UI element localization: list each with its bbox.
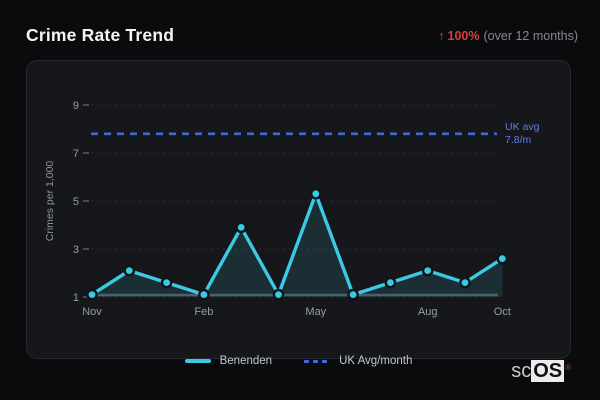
logo-prefix: sc	[511, 360, 532, 382]
legend-label: UK Avg/month	[339, 355, 413, 367]
logo-box: OS	[531, 360, 565, 382]
data-point-dec	[123, 264, 136, 277]
data-point-nov	[86, 288, 98, 301]
data-point-mar	[235, 221, 247, 234]
y-tick-label: 5	[73, 196, 79, 208]
data-point-apr	[272, 288, 285, 301]
benenden-line	[90, 192, 504, 297]
uk-avg-dashed-swatch-icon	[304, 359, 331, 363]
y-tick-label: 7	[73, 148, 79, 160]
trend-value: 100%	[447, 29, 480, 43]
legend-item-benenden: Benenden	[184, 355, 273, 367]
uk-avg-label-line2: 7.8/m	[505, 134, 532, 146]
page-title: Crime Rate Trend	[26, 25, 175, 45]
trend-up-arrow-icon: ↑	[438, 29, 445, 43]
x-tick-label-aug: Aug	[418, 306, 438, 318]
y-tick-label: 3	[73, 244, 79, 256]
registered-mark-icon: ®	[565, 363, 571, 372]
y-tick-label: 1	[73, 292, 79, 304]
benenden-line-swatch-icon	[184, 359, 211, 363]
x-tick-label-oct: Oct	[494, 306, 511, 318]
data-point-sep	[459, 276, 471, 289]
legend-item-uk-avg: UK Avg/month	[304, 355, 412, 367]
chart-panel: 1 3 5 7 9 Crimes per 1,000 UK avg 7.8/m Nov Feb Ma…	[26, 60, 571, 359]
data-point-jul	[384, 276, 397, 289]
data-point-may	[309, 187, 322, 200]
scos-logo: sc OS ®	[511, 360, 571, 382]
data-point-jan	[160, 276, 173, 289]
trend-indicator: ↑ 100% (over 12 months)	[438, 29, 578, 43]
data-point-jun	[347, 288, 359, 301]
data-point-oct	[496, 252, 509, 265]
x-tick-label-nov: Nov	[82, 306, 102, 318]
x-tick-label-may: May	[305, 306, 326, 318]
uk-avg-label-line1: UK avg	[505, 121, 540, 133]
trend-caption: (over 12 months)	[483, 29, 578, 43]
data-point-aug	[421, 264, 434, 277]
x-tick-label-feb: Feb	[194, 306, 213, 318]
y-axis-title: Crimes per 1,000	[44, 161, 56, 242]
y-tick-label: 9	[73, 100, 79, 112]
data-point-feb	[198, 288, 210, 301]
chart-legend: Benenden UK Avg/month	[26, 350, 571, 372]
legend-label: Benenden	[219, 355, 273, 367]
